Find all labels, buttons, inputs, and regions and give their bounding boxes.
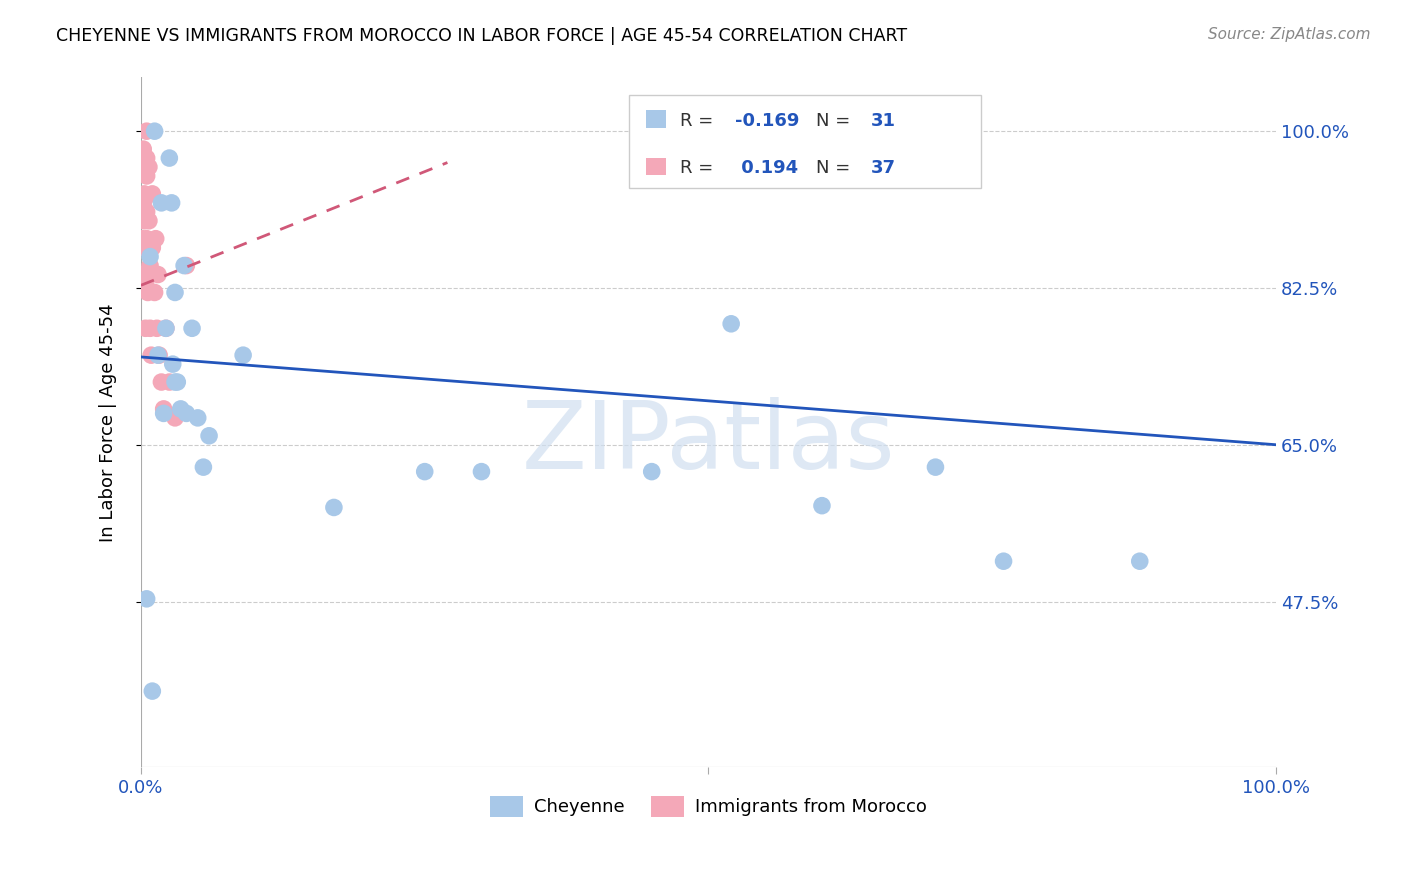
Point [134, 241, 156, 255]
FancyBboxPatch shape [628, 95, 981, 188]
Point [187, 410, 209, 425]
Point [155, 321, 177, 335]
FancyBboxPatch shape [645, 158, 666, 176]
Point [198, 429, 221, 443]
Point [143, 285, 166, 300]
Text: ZIPatlas: ZIPatlas [522, 397, 896, 489]
Point [135, 124, 157, 138]
FancyBboxPatch shape [645, 111, 666, 128]
Point [1129, 554, 1152, 568]
Point [141, 186, 163, 201]
Point [141, 348, 163, 362]
Point [146, 268, 169, 282]
Point [146, 321, 169, 335]
Point [170, 401, 193, 416]
Point [143, 124, 166, 138]
Text: R =: R = [681, 160, 718, 178]
Point [146, 348, 169, 362]
Point [181, 321, 204, 335]
Point [193, 460, 215, 475]
Point [131, 268, 153, 282]
Text: 31: 31 [870, 112, 896, 130]
Text: -0.169: -0.169 [734, 112, 799, 130]
Point [139, 250, 162, 264]
Point [135, 169, 157, 183]
Point [141, 241, 163, 255]
Point [157, 151, 180, 165]
Text: R =: R = [681, 112, 718, 130]
Text: 0.194: 0.194 [734, 160, 797, 178]
Point [150, 195, 173, 210]
Point [152, 401, 174, 416]
Point [135, 232, 157, 246]
Point [176, 259, 198, 273]
Point [141, 684, 163, 698]
Point [157, 375, 180, 389]
Point [470, 465, 492, 479]
Text: CHEYENNE VS IMMIGRANTS FROM MOROCCO IN LABOR FORCE | AGE 45-54 CORRELATION CHART: CHEYENNE VS IMMIGRANTS FROM MOROCCO IN L… [56, 27, 907, 45]
Point [134, 277, 156, 291]
Point [132, 142, 155, 156]
Text: N =: N = [817, 112, 856, 130]
Point [135, 151, 157, 165]
Point [811, 499, 834, 513]
Point [136, 285, 159, 300]
Text: N =: N = [817, 160, 856, 178]
Point [163, 410, 186, 425]
Point [720, 317, 742, 331]
Point [135, 204, 157, 219]
Point [993, 554, 1015, 568]
Text: 37: 37 [870, 160, 896, 178]
Point [135, 591, 157, 606]
Point [148, 348, 170, 362]
Point [138, 160, 160, 174]
Point [134, 214, 156, 228]
Point [413, 465, 436, 479]
Point [134, 151, 156, 165]
Point [176, 406, 198, 420]
Point [139, 321, 162, 335]
Point [145, 232, 167, 246]
Point [155, 321, 177, 335]
Point [138, 214, 160, 228]
Point [173, 259, 195, 273]
Point [139, 259, 162, 273]
Legend: Cheyenne, Immigrants from Morocco: Cheyenne, Immigrants from Morocco [484, 789, 934, 824]
Text: Source: ZipAtlas.com: Source: ZipAtlas.com [1208, 27, 1371, 42]
Point [232, 348, 254, 362]
Point [162, 357, 184, 371]
Point [136, 241, 159, 255]
Point [641, 465, 664, 479]
Point [322, 500, 344, 515]
Point [166, 375, 188, 389]
Y-axis label: In Labor Force | Age 45-54: In Labor Force | Age 45-54 [100, 303, 117, 541]
Point [131, 232, 153, 246]
Point [134, 321, 156, 335]
Point [163, 375, 186, 389]
Point [924, 460, 946, 475]
Point [163, 285, 186, 300]
Point [160, 195, 183, 210]
Point [152, 406, 174, 420]
Point [132, 268, 155, 282]
Point [134, 241, 156, 255]
Point [150, 375, 173, 389]
Point [132, 195, 155, 210]
Point [134, 186, 156, 201]
